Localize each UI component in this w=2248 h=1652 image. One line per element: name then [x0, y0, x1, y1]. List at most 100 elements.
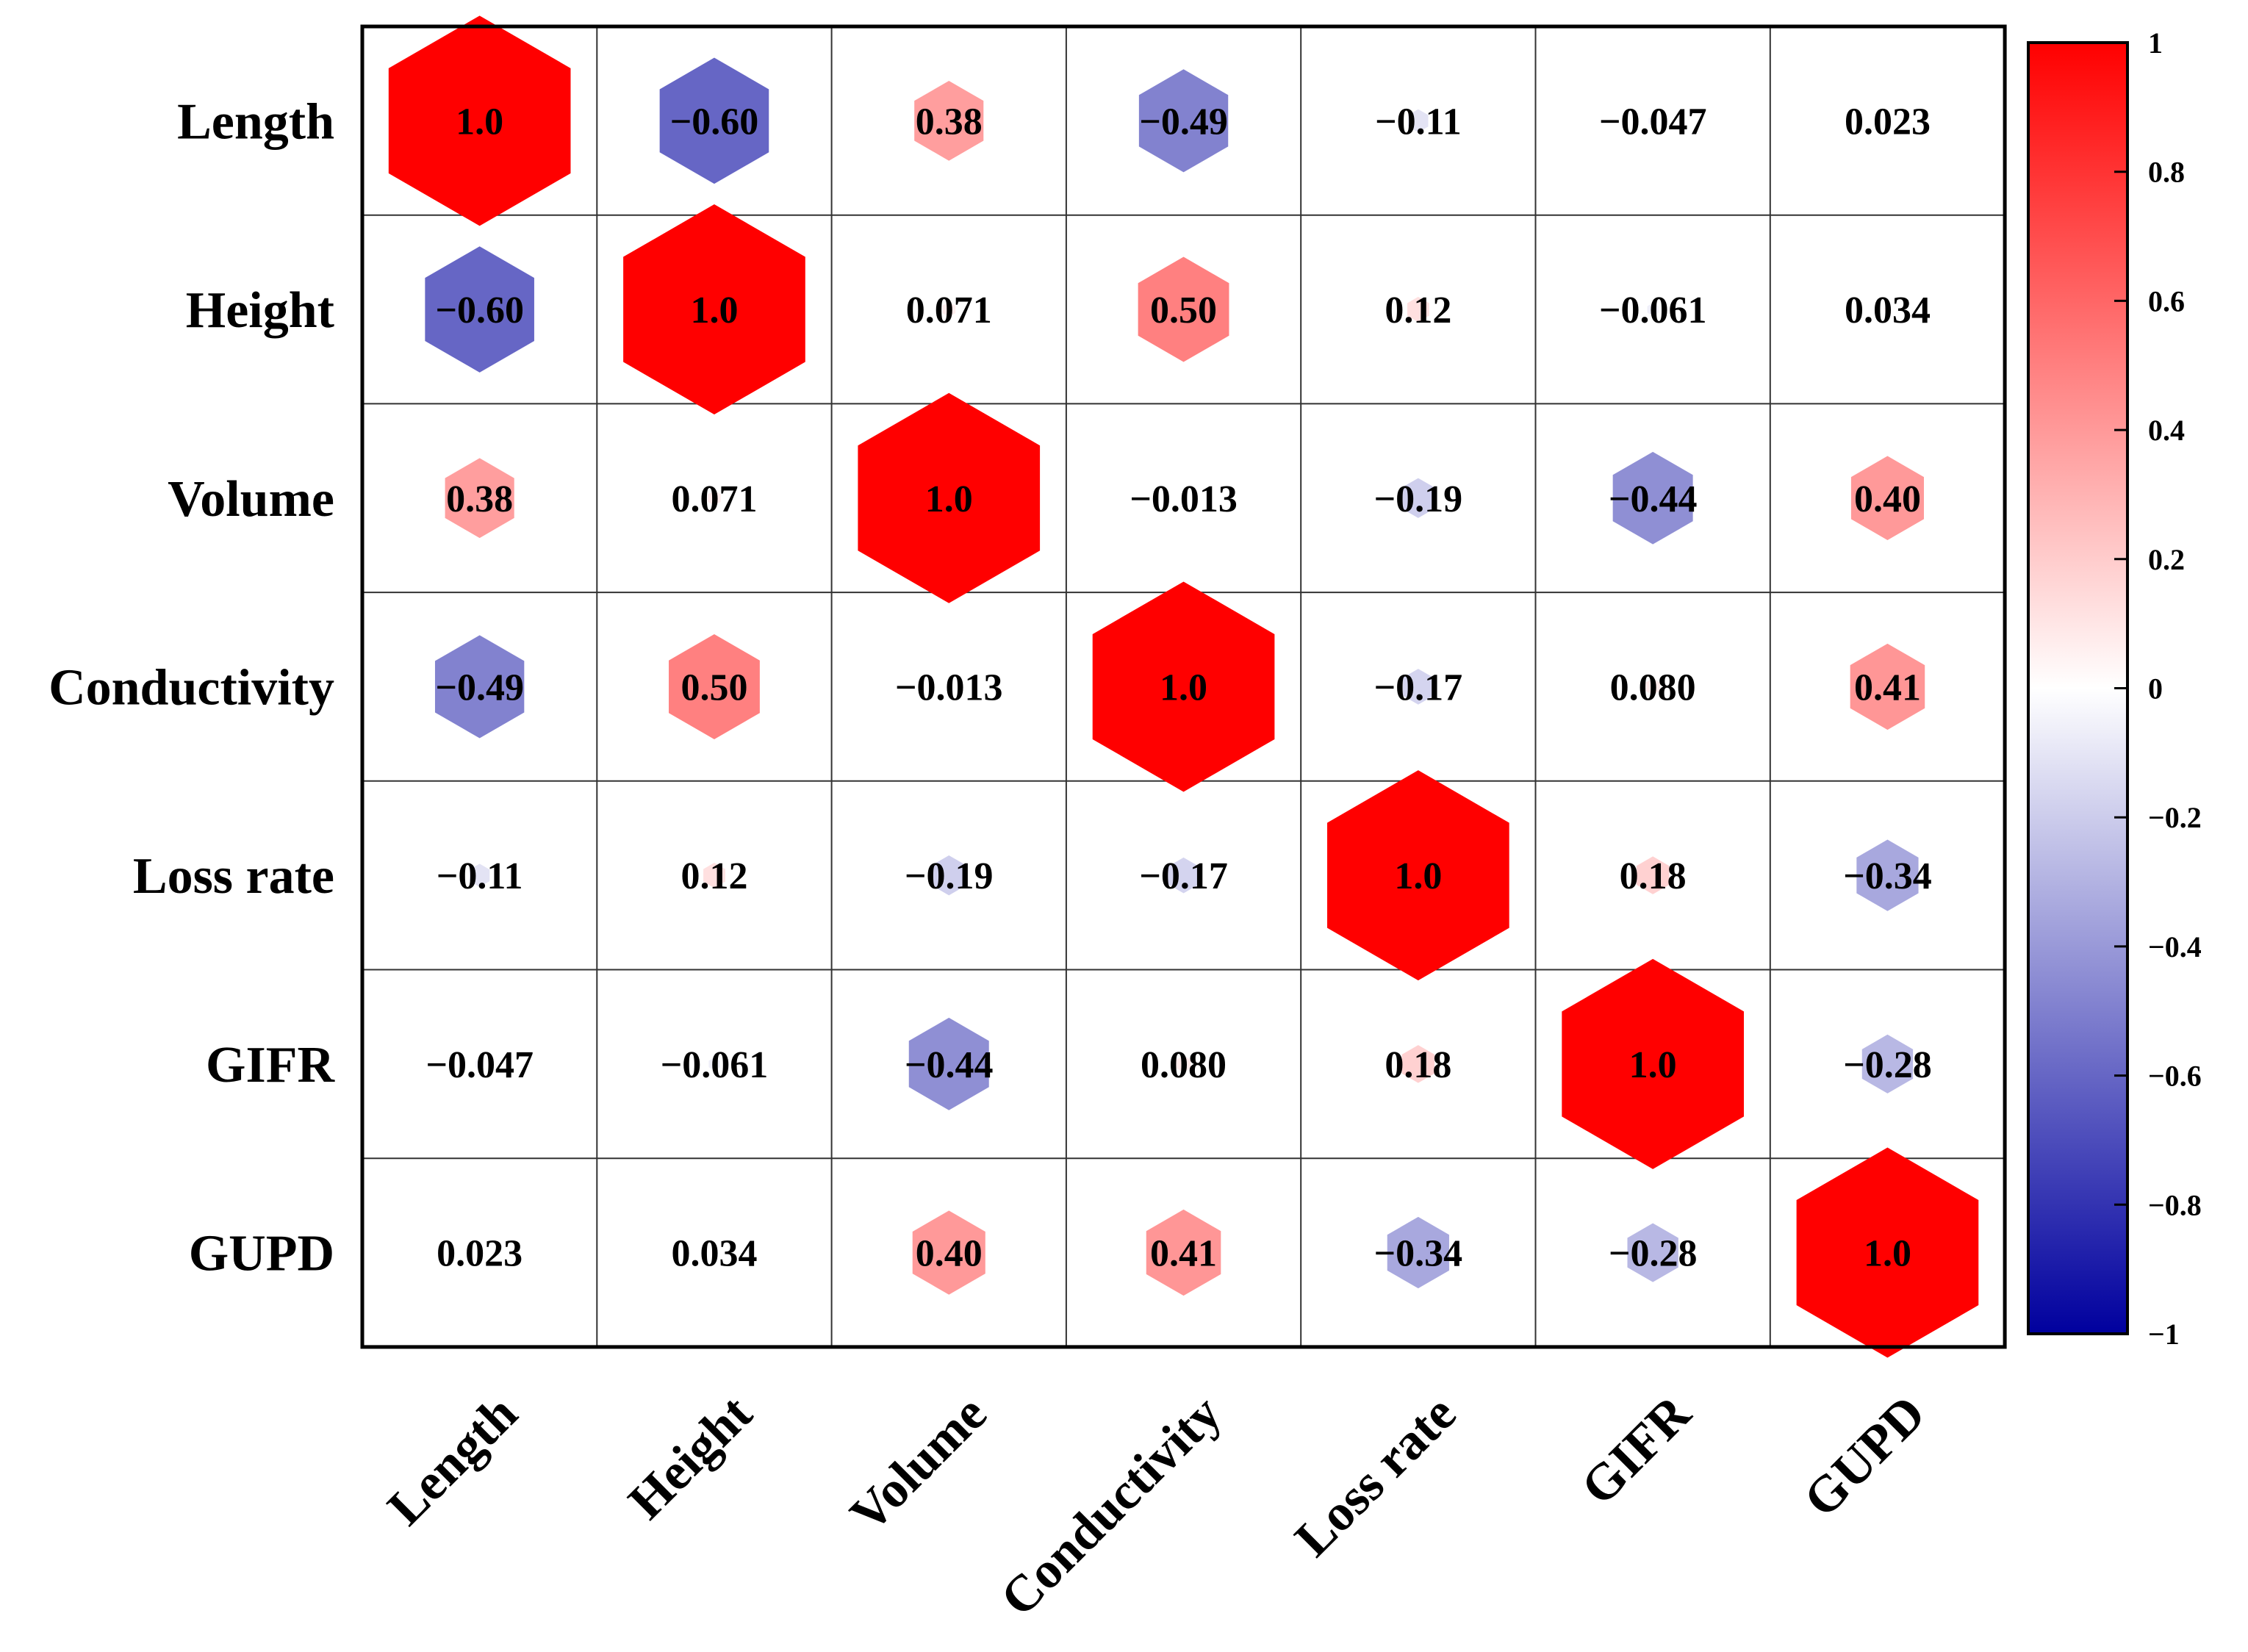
- column-label-gupd: GUPD: [1793, 1385, 1936, 1529]
- row-label-gifr: GIFR: [206, 1037, 335, 1093]
- cell-value-gifr-height: −0.061: [661, 1044, 769, 1086]
- column-label-loss-rate: Loss rate: [1285, 1385, 1467, 1567]
- cell-value-gupd-volume: 0.40: [916, 1233, 983, 1275]
- cell-value-labels: 1.0 −0.60 0.38 −0.49 −0.11 −0.047 0.023 −0.60 1.…: [425, 101, 1931, 1274]
- cell-value-loss-rate-loss-rate: 1.0: [1394, 855, 1442, 897]
- hex-marker-length-gupd: [1885, 118, 1890, 123]
- hex-marker-gifr-height: [708, 1057, 720, 1071]
- hex-marker-volume-height: [708, 490, 721, 506]
- hex-marker-length-length: [388, 15, 571, 226]
- cell-value-volume-conductivity: −0.013: [1130, 478, 1238, 520]
- hex-marker-gifr-volume: [908, 1017, 989, 1110]
- cell-value-gifr-loss-rate: 0.18: [1385, 1044, 1451, 1086]
- hex-marker-volume-length: [445, 458, 514, 539]
- cell-value-gifr-gifr: 1.0: [1629, 1044, 1677, 1086]
- column-label-height: Height: [618, 1385, 763, 1530]
- hex-marker-gupd-volume: [912, 1210, 985, 1295]
- hex-marker-gifr-conductivity: [1176, 1055, 1191, 1073]
- colorbar-tick-label: −0.2: [2148, 801, 2202, 834]
- cell-value-loss-rate-gifr: 0.18: [1620, 855, 1687, 897]
- row-labels: Length Height Volume Conductivity Loss rate G…: [49, 93, 335, 1282]
- cell-value-height-gifr: −0.061: [1599, 290, 1707, 331]
- colorbar-tick-label: 0.2: [2148, 543, 2185, 576]
- row-label-loss-rate: Loss rate: [133, 848, 334, 905]
- hex-marker-length-loss-rate: [1408, 109, 1429, 133]
- colorbar-tick-label: −1: [2148, 1318, 2180, 1351]
- cell-value-loss-rate-gupd: −0.34: [1843, 855, 1932, 897]
- cell-value-volume-loss-rate: −0.19: [1374, 478, 1463, 520]
- hex-marker-conductivity-height: [669, 633, 760, 739]
- plot-border: [360, 24, 2007, 1349]
- column-label-length: Length: [377, 1385, 528, 1537]
- row-label-length: Length: [177, 93, 334, 150]
- hex-marker-volume-loss-rate: [1401, 478, 1436, 518]
- cell-value-gupd-gupd: 1.0: [1864, 1233, 1911, 1275]
- row-label-gupd: GUPD: [189, 1226, 334, 1282]
- cell-value-length-volume: 0.38: [916, 101, 983, 143]
- cell-value-height-loss-rate: 0.12: [1385, 290, 1451, 331]
- hex-marker-height-conductivity: [1138, 256, 1229, 362]
- hex-marker-length-conductivity: [1138, 69, 1229, 173]
- cell-value-height-gupd: 0.034: [1845, 290, 1931, 331]
- colorbar-tick-label: 0.6: [2148, 284, 2185, 317]
- cell-value-conductivity-volume: −0.013: [895, 667, 1003, 708]
- hex-marker-loss-rate-volume: [931, 855, 966, 896]
- cell-value-gifr-volume: −0.44: [905, 1044, 994, 1086]
- hex-marker-loss-rate-gifr: [1636, 856, 1670, 894]
- hex-marker-conductivity-gifr: [1645, 678, 1661, 695]
- hex-marker-gupd-gupd: [1796, 1147, 1979, 1358]
- cell-value-gupd-loss-rate: −0.34: [1374, 1233, 1463, 1275]
- row-label-volume: Volume: [168, 471, 334, 528]
- colorbar-gradient: [2027, 41, 2129, 1335]
- cell-value-height-conductivity: 0.50: [1150, 290, 1217, 331]
- colorbar-tick-label: −0.6: [2148, 1060, 2202, 1093]
- cell-value-volume-volume: 1.0: [925, 478, 973, 520]
- hex-marker-gifr-loss-rate: [1401, 1045, 1435, 1083]
- hex-marker-length-height: [659, 57, 769, 184]
- cell-value-gupd-gifr: −0.28: [1609, 1233, 1698, 1275]
- hex-marker-height-gupd: [1884, 306, 1891, 313]
- hex-marker-gifr-gupd: [1861, 1034, 1914, 1093]
- hex-marker-volume-gupd: [1850, 456, 1924, 540]
- cell-value-height-height: 1.0: [690, 290, 738, 331]
- cell-value-length-gupd: 0.023: [1845, 101, 1931, 143]
- hex-marker-conductivity-conductivity: [1092, 581, 1275, 792]
- hex-marker-gifr-gifr: [1562, 958, 1744, 1169]
- row-label-conductivity: Conductivity: [49, 659, 334, 716]
- hexagon-markers: [388, 15, 1979, 1358]
- hex-marker-volume-volume: [858, 392, 1041, 603]
- hex-marker-gupd-gifr: [1627, 1223, 1678, 1282]
- cell-value-gifr-length: −0.047: [425, 1044, 534, 1086]
- plot-frame: [360, 24, 2007, 1349]
- cell-value-conductivity-gifr: 0.080: [1610, 667, 1696, 708]
- hex-marker-volume-gifr: [1612, 451, 1693, 545]
- hex-marker-length-volume: [914, 81, 984, 161]
- hex-marker-conductivity-loss-rate: [1402, 669, 1434, 705]
- cell-value-volume-gifr: −0.44: [1609, 478, 1698, 520]
- cell-value-gupd-conductivity: 0.41: [1150, 1233, 1217, 1275]
- cell-value-gupd-length: 0.023: [437, 1233, 523, 1275]
- cell-value-height-length: −0.60: [435, 290, 524, 331]
- hex-marker-loss-rate-loss-rate: [1327, 770, 1509, 981]
- hex-marker-height-volume: [942, 301, 956, 317]
- row-label-height: Height: [186, 282, 334, 339]
- hex-marker-gifr-length: [475, 1059, 484, 1069]
- hex-marker-conductivity-length: [434, 635, 525, 739]
- hex-marker-loss-rate-conductivity: [1168, 857, 1199, 894]
- hex-marker-height-loss-rate: [1407, 296, 1429, 323]
- cell-value-conductivity-length: −0.49: [435, 667, 524, 708]
- cell-value-conductivity-gupd: 0.41: [1854, 667, 1921, 708]
- cell-value-volume-gupd: 0.40: [1854, 478, 1921, 520]
- hex-marker-gupd-length: [477, 1250, 482, 1255]
- hex-marker-length-gifr: [1648, 115, 1657, 126]
- cell-value-loss-rate-height: 0.12: [680, 855, 747, 897]
- colorbar-tick-label: 0.4: [2148, 414, 2185, 447]
- hex-marker-gupd-loss-rate: [1387, 1216, 1449, 1289]
- hex-marker-loss-rate-height: [703, 862, 725, 888]
- cell-value-loss-rate-conductivity: −0.17: [1139, 855, 1228, 897]
- hex-marker-loss-rate-length: [470, 863, 490, 887]
- cell-value-loss-rate-length: −0.11: [437, 855, 523, 897]
- column-label-gifr: GIFR: [1570, 1385, 1702, 1516]
- cell-value-gupd-height: 0.034: [671, 1233, 757, 1275]
